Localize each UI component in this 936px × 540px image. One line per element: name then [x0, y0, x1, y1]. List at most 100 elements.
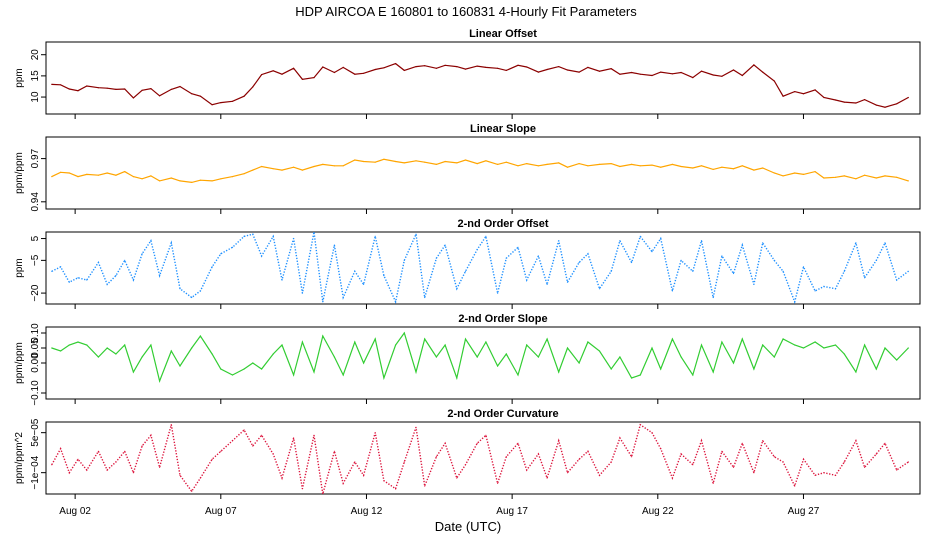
data-point — [60, 448, 62, 450]
data-point — [802, 458, 805, 460]
data-point — [424, 161, 426, 163]
data-point — [199, 335, 201, 337]
data-point — [415, 233, 417, 235]
data-point — [313, 232, 315, 233]
data-point — [124, 344, 126, 346]
y-axis-label: ppm/ppm — [14, 342, 25, 384]
y-tick-label: −20 — [30, 284, 41, 301]
panel-title: Linear Slope — [470, 123, 536, 135]
data-point — [762, 242, 764, 244]
data-point — [301, 169, 303, 171]
data-point — [834, 474, 837, 476]
data-point — [124, 259, 126, 261]
data-point — [77, 277, 79, 279]
data-point — [537, 71, 540, 73]
data-point — [464, 338, 467, 340]
data-point — [907, 180, 909, 182]
data-point — [322, 66, 324, 68]
panel-title: 2-nd Order Slope — [458, 313, 547, 325]
data-point — [485, 434, 487, 436]
data-point — [639, 73, 641, 75]
data-point — [782, 461, 784, 463]
data-point — [86, 173, 88, 175]
data-point — [680, 356, 682, 358]
data-point — [191, 296, 193, 299]
data-point — [403, 162, 405, 164]
data-point — [383, 377, 385, 379]
data-point — [773, 259, 775, 261]
data-point — [333, 71, 335, 74]
data-point — [281, 279, 283, 281]
data-point — [231, 100, 234, 102]
data-point — [281, 169, 283, 171]
data-point — [179, 365, 181, 367]
data-point — [424, 296, 426, 299]
data-point — [732, 362, 735, 364]
data-point — [51, 270, 53, 272]
data-point — [476, 163, 478, 165]
data-point — [610, 368, 612, 370]
data-point — [141, 356, 143, 358]
data-point — [342, 66, 344, 68]
data-point — [598, 163, 601, 165]
data-point — [671, 73, 674, 75]
data-point — [374, 235, 376, 237]
data-point — [587, 341, 589, 343]
panel-5: 2-nd Order Curvature ppm/ppm^2 5e−05 −1e−04 — [14, 408, 921, 499]
data-point — [60, 84, 62, 86]
data-point — [497, 163, 499, 165]
data-point — [639, 424, 641, 426]
data-point — [313, 77, 315, 79]
data-point — [823, 285, 825, 288]
data-point — [896, 176, 898, 178]
data-point — [802, 93, 805, 95]
data-point — [281, 73, 283, 75]
data-point — [773, 456, 775, 458]
data-point — [191, 490, 193, 492]
data-point — [732, 69, 735, 71]
data-point — [802, 266, 805, 268]
series-line — [51, 423, 909, 494]
data-point — [141, 178, 143, 180]
data-point — [363, 72, 365, 74]
data-point — [802, 347, 805, 349]
data-point — [558, 162, 560, 164]
data-point — [566, 472, 569, 474]
data-point — [395, 488, 397, 490]
data-point — [526, 344, 528, 346]
data-point — [77, 458, 79, 460]
data-point — [485, 160, 487, 162]
data-point — [115, 275, 117, 277]
data-point — [293, 374, 295, 376]
data-point — [700, 440, 703, 442]
data-point — [354, 73, 356, 75]
data-point — [456, 377, 458, 379]
data-point — [639, 165, 641, 167]
data-point — [170, 242, 172, 244]
data-point — [546, 283, 548, 285]
data-point — [51, 347, 53, 349]
data-point — [875, 259, 877, 261]
data-point — [741, 74, 743, 77]
data-point — [660, 166, 662, 168]
data-point — [374, 68, 376, 71]
data-point — [753, 472, 755, 474]
data-point — [692, 270, 694, 272]
data-point — [497, 67, 499, 69]
data-point — [68, 281, 70, 283]
data-point — [558, 440, 560, 442]
data-point — [301, 78, 303, 80]
data-point — [485, 66, 487, 68]
data-point — [700, 240, 703, 242]
data-point — [383, 275, 385, 277]
panel-title: 2-nd Order Curvature — [447, 408, 558, 420]
data-point — [261, 434, 263, 436]
data-point — [587, 253, 589, 255]
y-axis-label: ppm — [14, 68, 25, 87]
data-point — [651, 432, 653, 434]
data-point — [497, 365, 499, 367]
data-point — [619, 165, 621, 168]
data-point — [546, 163, 548, 165]
y-axis-label: ppm/ppm — [14, 152, 25, 194]
data-point — [476, 65, 478, 67]
